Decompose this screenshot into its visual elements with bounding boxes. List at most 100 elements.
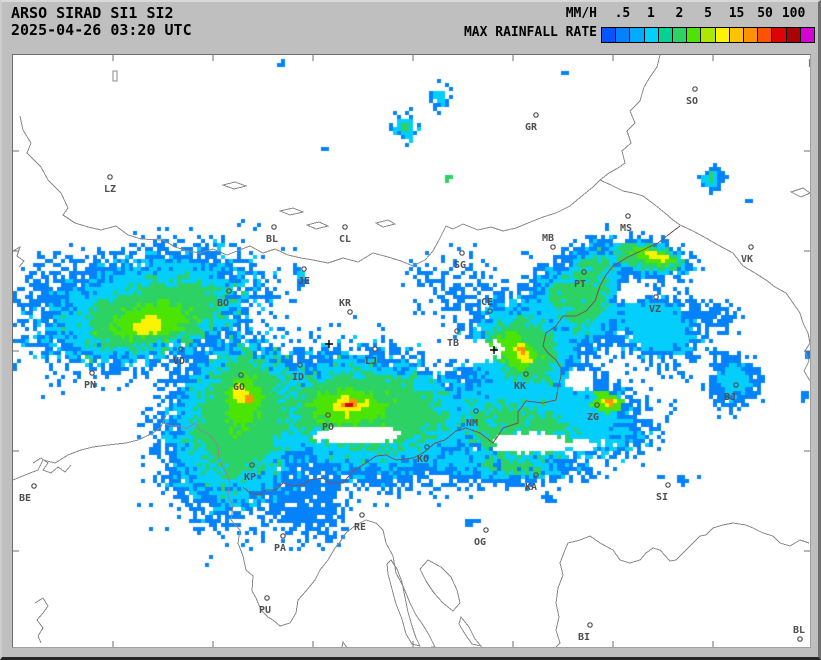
station-label-je: JE bbox=[298, 276, 310, 287]
station-marker-id bbox=[297, 362, 303, 368]
radar-canvas bbox=[13, 55, 810, 647]
station-label-kk: KK bbox=[514, 381, 526, 392]
station-label-nm: NM bbox=[466, 418, 478, 429]
station-label-vd: VD bbox=[173, 356, 185, 367]
island-cres bbox=[386, 559, 421, 647]
scale-cell bbox=[687, 28, 701, 42]
station-label-ms: MS bbox=[620, 223, 632, 234]
coastline bbox=[13, 414, 436, 647]
station-marker-pa bbox=[280, 533, 286, 539]
station-label-pn: PN bbox=[84, 380, 96, 391]
lake-top-left bbox=[112, 70, 118, 82]
station-label-vz: VZ bbox=[649, 304, 661, 315]
station-marker-go bbox=[238, 372, 244, 378]
scale-cell bbox=[758, 28, 772, 42]
lake-klagenfurt-east bbox=[305, 221, 330, 230]
station-marker-mb bbox=[550, 244, 556, 250]
border-slovenia-croatia bbox=[242, 225, 681, 496]
station-label-ce: CE bbox=[481, 297, 493, 308]
station-marker-ko bbox=[424, 444, 430, 450]
station-label-zg: ZG bbox=[587, 412, 599, 423]
station-label-re: RE bbox=[354, 522, 366, 533]
scale-cell bbox=[800, 28, 815, 42]
station-label-sg: SG bbox=[454, 260, 466, 271]
station-marker-lz bbox=[107, 174, 113, 180]
station-marker-sg bbox=[459, 250, 465, 256]
station-label-kp: KP bbox=[244, 472, 256, 483]
station-marker-bl bbox=[797, 636, 803, 642]
radar-site-cross bbox=[325, 340, 333, 348]
station-marker-ka bbox=[533, 472, 539, 478]
scale-cell bbox=[744, 28, 758, 42]
station-label-cl: CL bbox=[339, 234, 351, 245]
station-label-si: SI bbox=[656, 492, 668, 503]
scale-cell bbox=[786, 28, 800, 42]
station-label-ko: KO bbox=[417, 454, 429, 465]
scale-tick-label: .5 bbox=[614, 6, 631, 21]
station-label-gr: GR bbox=[525, 122, 538, 133]
island-krk bbox=[419, 559, 461, 612]
island-rab bbox=[458, 615, 483, 647]
scale-cell bbox=[729, 28, 744, 42]
station-marker-be bbox=[31, 483, 37, 489]
lake-ossiach bbox=[221, 181, 248, 190]
timestamp: 2025-04-26 03:20 UTC bbox=[11, 21, 192, 39]
station-marker-kk bbox=[523, 371, 529, 377]
station-marker-re bbox=[359, 512, 365, 518]
station-label-pa: PA bbox=[274, 543, 286, 554]
station-marker-pn bbox=[89, 370, 95, 376]
station-marker-ms bbox=[625, 213, 631, 219]
station-label-go: GO bbox=[233, 382, 245, 393]
station-marker-bo bbox=[226, 288, 232, 294]
station-label-mb: MB bbox=[542, 233, 554, 244]
station-label-be: BE bbox=[19, 493, 31, 504]
station-marker-pt bbox=[581, 269, 587, 275]
station-label-ka: KA bbox=[525, 482, 537, 493]
station-label-pu: PU bbox=[259, 605, 271, 616]
station-marker-zg bbox=[594, 402, 600, 408]
station-marker-bj bbox=[733, 382, 739, 388]
station-label-bl: BL bbox=[793, 625, 805, 636]
station-marker-je bbox=[301, 266, 307, 272]
scale-cell bbox=[658, 28, 673, 42]
coast-bits-sw bbox=[34, 597, 49, 644]
scale-cell bbox=[616, 28, 630, 42]
station-label-lj: LJ bbox=[365, 356, 377, 367]
border-italy-austria bbox=[19, 115, 601, 267]
scale-tick-label: 50 bbox=[757, 6, 773, 21]
rainfall-scale-label: MAX RAINFALL RATE bbox=[463, 25, 597, 40]
scale-cell bbox=[630, 28, 644, 42]
scale-tick-label: 15 bbox=[728, 6, 745, 21]
station-marker-pu bbox=[264, 595, 270, 601]
scale-cell bbox=[602, 28, 616, 42]
station-marker-ce bbox=[487, 308, 493, 314]
station-marker-nm bbox=[473, 408, 479, 414]
station-label-pt: PT bbox=[574, 279, 586, 290]
rainfall-color-scale bbox=[601, 27, 815, 43]
station-marker-vz bbox=[653, 294, 659, 300]
station-label-og: OG bbox=[474, 537, 486, 548]
station-marker-so bbox=[692, 86, 698, 92]
map-overlay: LZ BL CL JE BO KR LJ CE TB SG MB PT MS GR SO VK VZ VD PN GO… bbox=[13, 55, 810, 647]
radar-site-cross bbox=[490, 346, 498, 354]
border-hungary bbox=[599, 179, 810, 382]
lake-woerth bbox=[278, 207, 305, 216]
station-label-bi: BI bbox=[578, 632, 590, 643]
station-marker-gr bbox=[533, 112, 539, 118]
station-marker-kp bbox=[249, 462, 255, 468]
station-label-bo: BO bbox=[217, 298, 229, 309]
station-marker-kr bbox=[347, 309, 353, 315]
station-marker-lj bbox=[372, 346, 378, 352]
station-label-so: SO bbox=[686, 96, 698, 107]
lake-right-edge bbox=[789, 187, 810, 198]
rainfall-units-label: MM/H bbox=[565, 6, 597, 21]
map-panel: LZ BL CL JE BO KR LJ CE TB SG MB PT MS GR SO VK VZ VD PN GO… bbox=[12, 54, 811, 648]
station-label-vk: VK bbox=[741, 254, 753, 265]
station-marker-si bbox=[665, 482, 671, 488]
scale-tick-label: 1 bbox=[647, 6, 655, 21]
river-bits-w bbox=[13, 245, 25, 268]
station-label-kr: KR bbox=[339, 298, 352, 309]
scale-cell bbox=[715, 28, 729, 42]
lake-east bbox=[374, 219, 397, 228]
